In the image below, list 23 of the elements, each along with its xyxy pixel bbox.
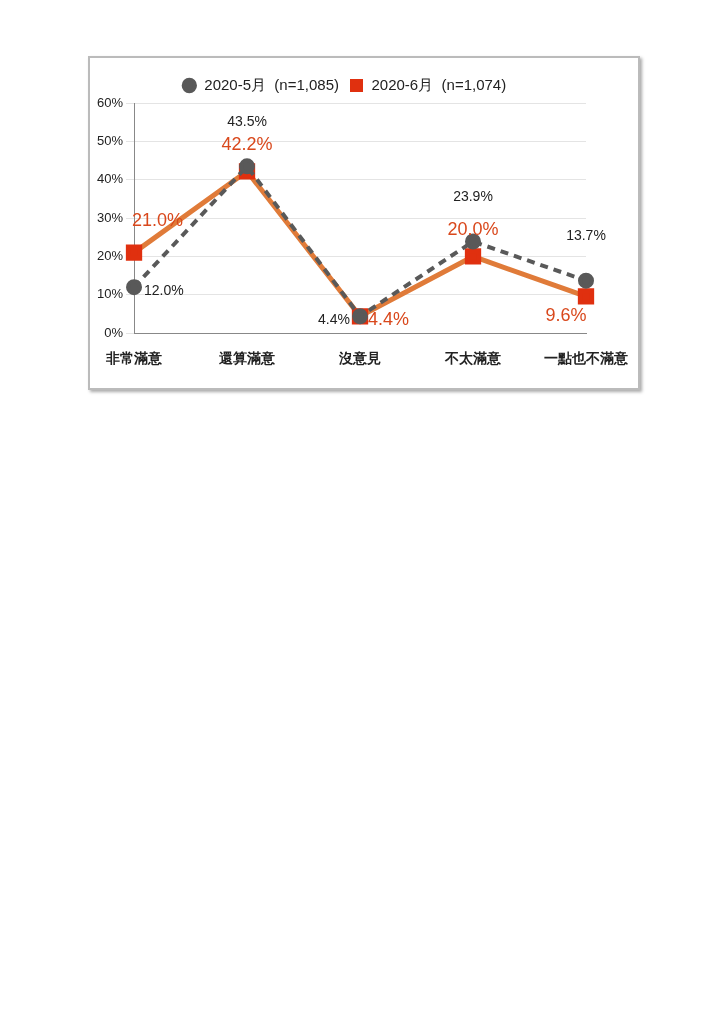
y-tick-label: 30% (96, 209, 124, 225)
legend-label: 2020-6月 (n=1,074) (371, 75, 507, 93)
data-label: 43.5% (227, 113, 267, 130)
data-label: 23.9% (453, 188, 493, 205)
data-label: 4.4% (318, 311, 351, 328)
y-tick-label: 60% (96, 94, 124, 110)
x-tick-label: 沒意見 (338, 350, 382, 367)
x-tick-label: 非常滿意 (105, 350, 164, 367)
y-tick-label: 0% (104, 324, 124, 340)
data-label: 20.0% (447, 219, 499, 240)
data-label: 9.6% (545, 305, 587, 326)
y-tick-label: 40% (96, 171, 124, 187)
x-tick-label: 不太滿意 (444, 350, 502, 367)
data-label: 42.2% (221, 134, 273, 155)
data-label: 12.0% (144, 282, 184, 299)
legend-label: 2020-5月 (n=1,085) (204, 75, 339, 93)
data-label: 4.4% (368, 309, 410, 330)
y-tick-label: 50% (96, 132, 124, 148)
x-tick-label: 一點也不滿意 (544, 350, 629, 367)
y-tick-label: 20% (96, 248, 124, 264)
x-tick-label: 還算滿意 (218, 350, 277, 367)
data-label: 13.7% (566, 227, 606, 244)
y-tick-label: 10% (96, 286, 124, 302)
